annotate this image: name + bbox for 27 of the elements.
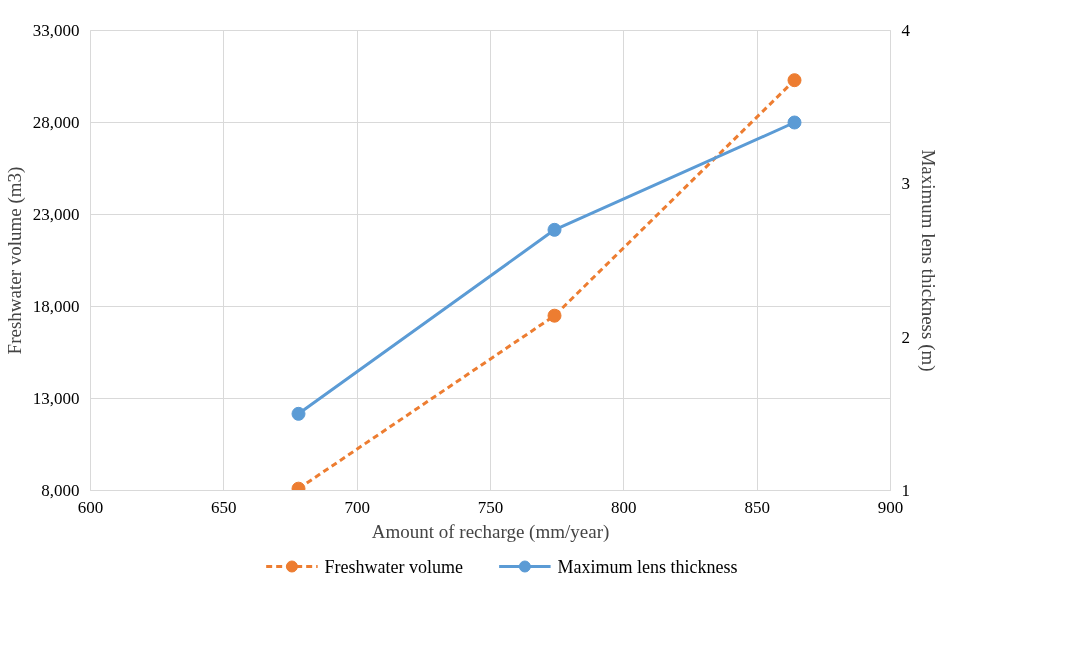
y-tick-label: 23,000 bbox=[32, 205, 80, 224]
y2-tick-label: 1 bbox=[901, 481, 910, 500]
x-tick-label: 900 bbox=[877, 497, 904, 517]
point bbox=[547, 222, 562, 237]
legend-label: Freshwater volume bbox=[324, 556, 463, 577]
x-tick-label: 750 bbox=[477, 497, 504, 517]
y-tick-label: 8,000 bbox=[41, 481, 80, 500]
y-tick-label: 33,000 bbox=[32, 21, 80, 40]
y2-tick-label: 2 bbox=[901, 327, 910, 347]
point bbox=[787, 115, 802, 130]
x-tick-label: 650 bbox=[211, 497, 237, 517]
x-tick-label: 850 bbox=[744, 497, 770, 517]
x-axis-title: Amount of recharge (mm/year) bbox=[371, 520, 610, 543]
x-tick-label: 800 bbox=[611, 497, 637, 517]
x-tick-label: 600 bbox=[77, 497, 104, 517]
point bbox=[547, 308, 562, 323]
x-tick-label: 700 bbox=[344, 497, 370, 517]
y-tick-label: 28,000 bbox=[32, 113, 80, 132]
legend-label: Maximum lens thickness bbox=[557, 556, 738, 577]
y-axis-title: Freshwater volume (m3) bbox=[3, 166, 26, 355]
y2-tick-label: 3 bbox=[901, 174, 910, 194]
y-tick-label: 18,000 bbox=[32, 297, 80, 316]
point bbox=[291, 406, 306, 421]
y2-axis-title: Maximum lens thickness (m) bbox=[917, 149, 939, 372]
y2-tick-label: 4 bbox=[901, 21, 911, 40]
point bbox=[787, 73, 802, 88]
y-tick-label: 13,000 bbox=[32, 389, 80, 408]
